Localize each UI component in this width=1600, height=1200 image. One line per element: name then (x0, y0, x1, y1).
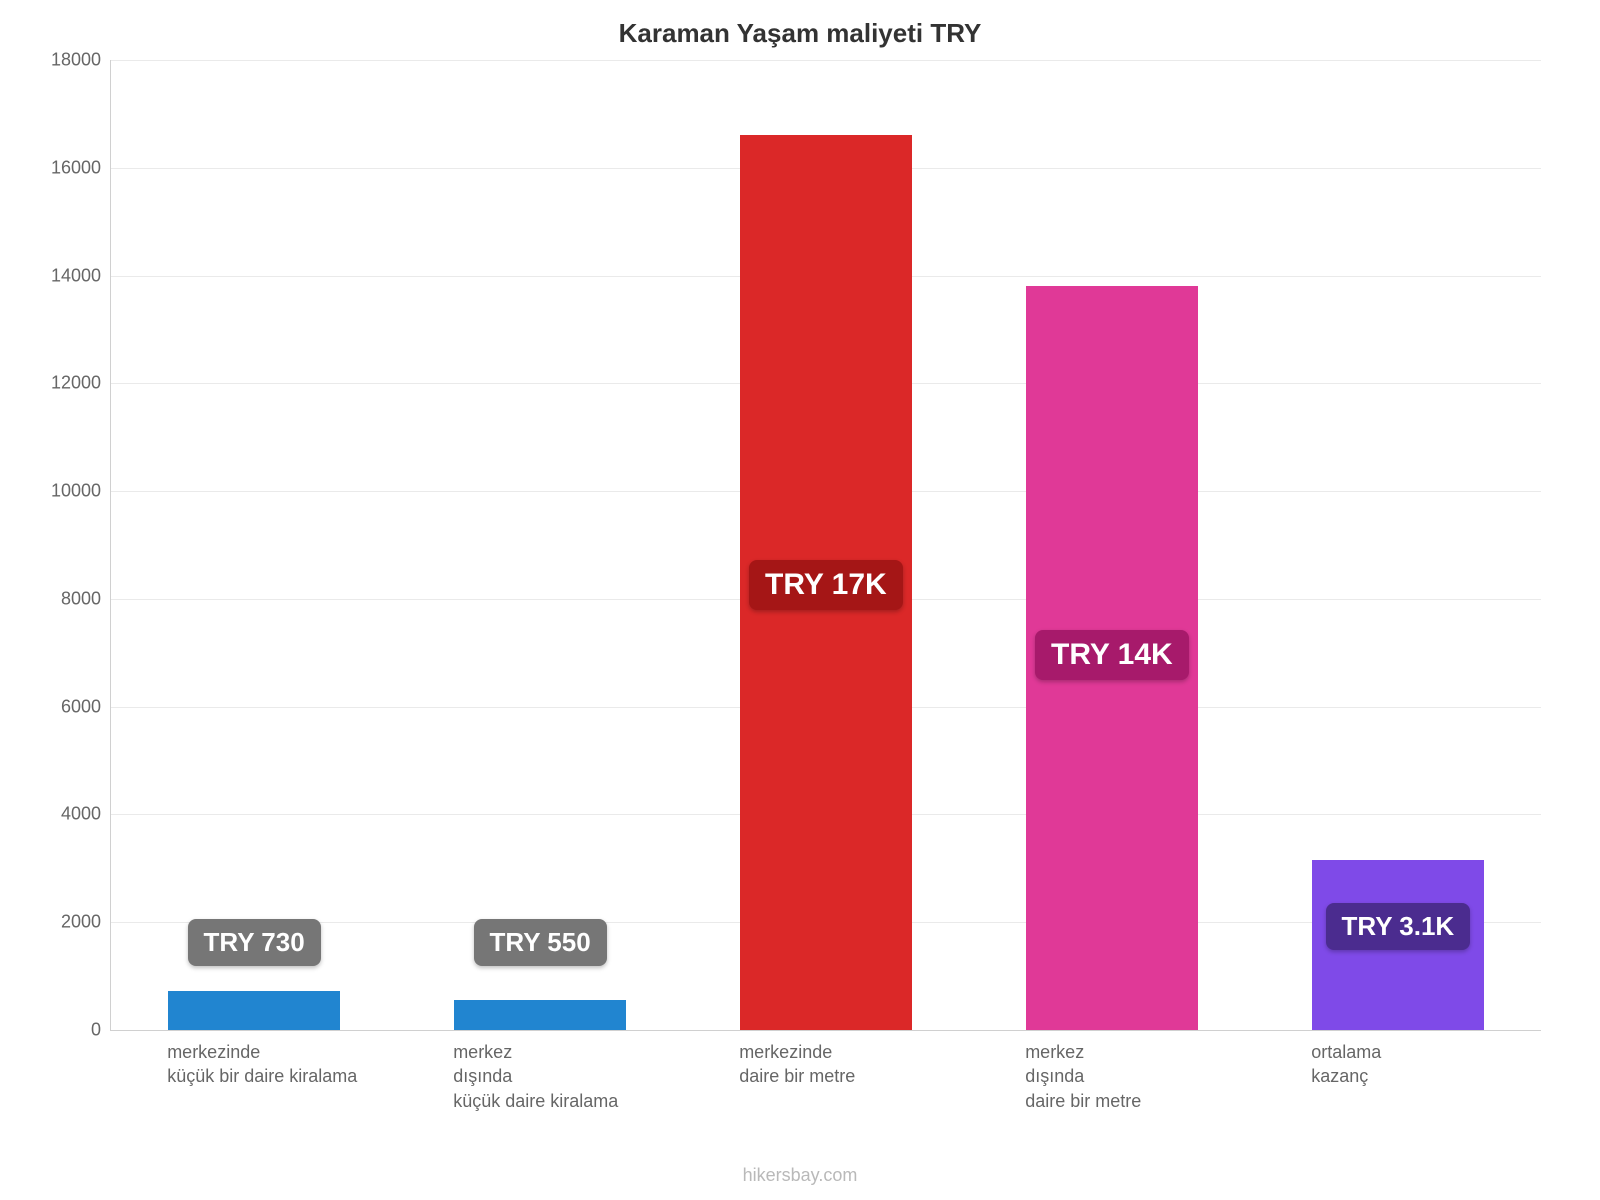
y-axis-tick-label: 16000 (51, 157, 101, 178)
y-axis-tick-label: 2000 (61, 912, 101, 933)
bar (454, 1000, 626, 1030)
x-axis-tick-label: merkez dışında küçük daire kiralama (453, 1040, 618, 1113)
y-axis-tick-label: 18000 (51, 50, 101, 71)
plot-area: 0200040006000800010000120001400016000180… (110, 60, 1541, 1031)
bar-value-label: TRY 550 (474, 919, 607, 966)
x-axis-tick-label: ortalama kazanç (1311, 1040, 1381, 1089)
bar-value-label: TRY 17K (749, 560, 903, 610)
y-axis-tick-label: 10000 (51, 481, 101, 502)
bar-value-label: TRY 3.1K (1326, 903, 1471, 950)
y-axis-tick-label: 4000 (61, 804, 101, 825)
x-axis-tick-label: merkez dışında daire bir metre (1025, 1040, 1141, 1113)
y-axis-tick-label: 12000 (51, 373, 101, 394)
x-axis-tick-label: merkezinde daire bir metre (739, 1040, 855, 1089)
y-axis-tick-label: 8000 (61, 588, 101, 609)
y-axis-tick-label: 14000 (51, 265, 101, 286)
y-axis-tick-label: 0 (91, 1020, 101, 1041)
x-axis-labels: merkezinde küçük bir daire kiralama merke… (110, 1034, 1540, 1154)
bar-value-label: TRY 730 (188, 919, 321, 966)
chart-title: Karaman Yaşam maliyeti TRY (0, 18, 1600, 49)
cost-of-living-chart: Karaman Yaşam maliyeti TRY 0200040006000… (0, 0, 1600, 1200)
chart-attribution: hikersbay.com (0, 1165, 1600, 1186)
gridline (111, 60, 1541, 61)
y-axis-tick-label: 6000 (61, 696, 101, 717)
x-axis-tick-label: merkezinde küçük bir daire kiralama (167, 1040, 357, 1089)
bar-value-label: TRY 14K (1035, 630, 1189, 680)
bar (168, 991, 340, 1030)
